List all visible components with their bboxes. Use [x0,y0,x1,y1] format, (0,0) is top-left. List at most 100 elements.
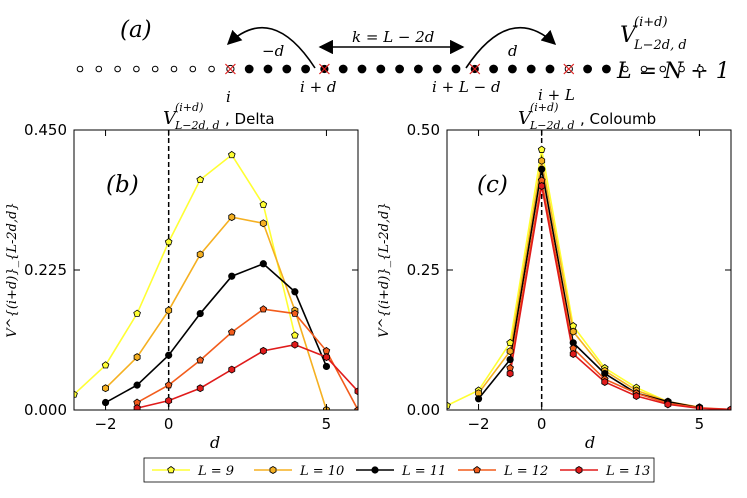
lattice-sites [76,63,704,75]
panel-c-point-L13 [506,369,514,378]
panel-b-point-L11 [228,272,236,280]
panel-b-xtick-label: −2 [94,415,116,433]
panel-b-point-L10 [165,306,173,315]
site-occupied [263,64,273,74]
site-occupied [301,64,311,74]
panel-c-xlabel: d [585,433,595,452]
site-occupied [357,64,367,74]
panel-c-series-line-L13 [509,185,731,410]
site-occupied [338,64,348,74]
panel-b-point-L13 [323,353,330,362]
panel-b-series-line-L11 [105,262,328,404]
panel-c-series-line-L9 [447,149,669,407]
panel-b-point-L12 [291,309,299,317]
panel-c-ytick-label: 0.00 [407,401,440,419]
panel-b-point-L13 [165,396,173,405]
site-occupied [282,64,292,74]
site-cross-mark [318,63,330,75]
legend-label-L11: L = 11 [401,464,446,479]
panel-c-point-L11 [506,355,514,364]
panel-b-series-line-L13 [136,343,358,409]
panel-b-point-L13 [354,387,358,396]
panel-c-title-main: V [518,108,533,129]
panel-b-xtick-label: 0 [164,415,174,433]
panel-b-point-L13 [291,340,299,349]
panel-c-point-L9 [447,401,451,409]
equation-top-sub: L−2d, d [633,38,687,53]
panel-b-point-L11 [133,381,141,389]
site-occupied [545,64,555,74]
panel-b-point-L13 [196,384,204,393]
panel-b-point-L10 [259,219,267,228]
span-label: k = L − 2d [352,28,434,46]
site-empty [114,65,121,73]
site-cross-mark [224,63,236,75]
panel-c-point-L13 [632,392,640,400]
panel-b-point-L9 [164,238,173,246]
panel-b-point-L13 [133,404,141,410]
site-occupied [583,64,592,74]
panel-b-point-L13 [259,346,267,355]
panel-b-ytick-label: 0.450 [24,121,67,139]
legend-label-L10: L = 10 [299,464,344,479]
site-empty [678,65,685,73]
panel-c-point-L11 [474,395,483,403]
panel-c-point-L10 [506,347,514,356]
site-empty [659,65,667,73]
panel-b-point-L10 [196,250,204,259]
legend: L = 9 L = 10 L = 11 L = 12 L = 13 [143,457,655,483]
schematic-panel-a: (a) V (i+d) L−2d, d L = N + 1 −d k = L −… [76,15,730,106]
site-occupied [602,64,611,74]
left-curved-arrow [226,26,316,69]
panel-b-point-L11 [259,260,267,268]
panel-b-point-L9 [227,150,236,159]
legend-marker-L10 [269,466,277,474]
site-empty [697,65,704,73]
site-label-i: i [226,88,231,106]
panel-b-title-sup: (i+d) [175,101,203,114]
panel-c-xtick-label: −2 [467,415,489,433]
site-occupied [244,64,254,74]
site-occupied [526,64,536,74]
panel-b-point-L12 [259,305,268,313]
chart-panel-c: V (i+d) L−2d, d , Coloumb (c) d V^{(i+d)… [377,101,732,452]
arrow-left-label: −d [262,42,284,60]
right-curved-arrow [465,26,557,69]
panel-b-point-L10 [133,353,141,362]
site-empty [170,65,178,73]
panel-c-point-L13 [538,182,546,190]
site-cross-mark [563,63,575,75]
panel-b-xlabel: d [210,433,220,452]
panel-b-point-L11 [322,362,331,371]
panel-c-point-L13 [664,400,672,409]
panel-c-series-line-L12 [509,180,731,410]
panel-c-point-L11 [538,165,546,173]
panel-b-point-L12 [196,356,205,364]
arrow-right-label: d [508,42,518,60]
site-label-i-plus-L-minus-d: i + L − d [432,78,501,96]
panel-b-xtick-label: 5 [322,415,332,433]
panel-b-ylabel: V^{(i+d)}_{L-2d,d} [5,202,20,337]
panel-c-xtick-label: 5 [695,415,705,433]
panel-a-label: (a) [120,17,152,43]
legend-marker-L12 [473,466,481,474]
site-label-i-plus-L: i + L [538,86,575,104]
panel-c-point-L10 [569,327,577,336]
panel-b-point-L12 [354,406,358,410]
site-empty [151,65,159,73]
panel-b-point-L11 [291,288,299,296]
site-occupied [432,64,442,74]
equation-top-main: V [620,23,638,48]
panel-c-point-L9 [537,145,546,153]
panel-b-series-line-L10 [104,216,328,410]
site-empty [640,65,648,73]
panel-b-series-line-L12 [136,308,358,410]
panel-c-xtick-label: 0 [537,415,547,433]
panel-b-point-L9 [133,309,141,317]
site-empty [621,65,629,73]
legend-marker-L11 [371,466,379,474]
site-empty [133,65,140,73]
panel-b-point-L12 [164,381,173,389]
panel-c-point-L13 [569,350,577,358]
